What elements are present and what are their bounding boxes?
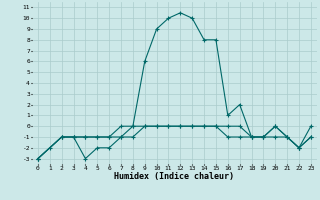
X-axis label: Humidex (Indice chaleur): Humidex (Indice chaleur)	[115, 172, 234, 181]
